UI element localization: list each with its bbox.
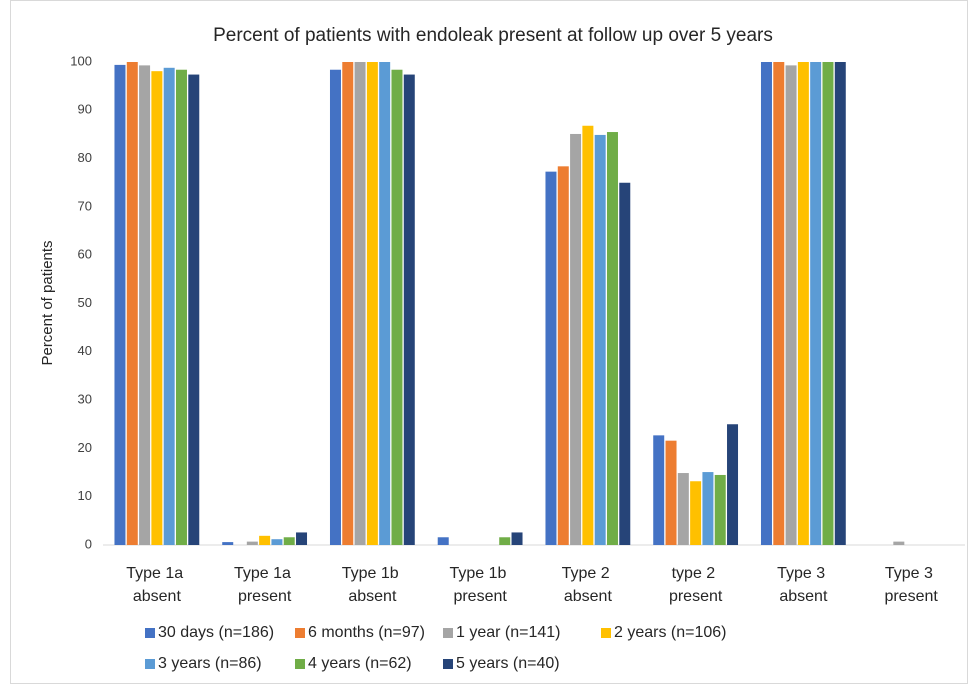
x-tick-label-line: absent [564, 588, 613, 605]
legend-swatch [295, 659, 305, 669]
x-tick-label-line: Type 3 [777, 565, 829, 582]
bar [653, 435, 665, 545]
bar [114, 64, 126, 545]
y-tick-label: 0 [85, 536, 92, 551]
x-tick-label-line: Type 2 [562, 565, 614, 582]
chart-title: Percent of patients with endoleak presen… [213, 25, 773, 46]
bar [619, 182, 631, 545]
bar [271, 539, 283, 545]
y-tick-label: 10 [78, 488, 92, 503]
bar [259, 535, 271, 545]
bar [773, 62, 785, 545]
legend-label: 2 years (n=106) [614, 624, 727, 641]
bar [557, 166, 569, 545]
legend-label: 5 years (n=40) [456, 655, 560, 672]
bar [785, 65, 797, 546]
bar [175, 69, 187, 545]
y-tick-label: 90 [78, 102, 92, 117]
bar [296, 532, 308, 545]
y-axis-label: Percent of patients [39, 240, 56, 365]
legend-swatch [443, 628, 453, 638]
bar [437, 537, 449, 545]
x-tick-label-line: Type 1a [126, 565, 187, 582]
bar [834, 62, 846, 545]
x-tick-label-line: absent [779, 588, 828, 605]
bar [822, 62, 834, 545]
x-tick-label-line: type 2 [672, 565, 720, 582]
bar [893, 541, 905, 545]
bar [391, 69, 403, 545]
y-tick-label: 60 [78, 247, 92, 262]
bar [582, 125, 594, 546]
bar [727, 424, 739, 545]
legend-label: 3 years (n=86) [158, 655, 262, 672]
bar [163, 67, 175, 546]
bar [379, 62, 391, 545]
bar [797, 62, 809, 545]
y-tick-label: 80 [78, 150, 92, 165]
x-tick-label: Type 1b absent [342, 565, 403, 605]
bar [499, 537, 511, 545]
legend-swatch [601, 628, 611, 638]
y-tick-label: 70 [78, 198, 92, 213]
bar [246, 541, 258, 545]
bar [139, 65, 151, 546]
bar [126, 62, 138, 545]
bar [222, 542, 234, 545]
y-tick-label: 50 [78, 295, 92, 310]
x-tick-label-line: absent [133, 588, 182, 605]
x-tick-label-line: present [884, 588, 938, 605]
x-tick-label: type 2 present [669, 565, 723, 605]
x-tick-label-line: present [669, 588, 723, 605]
bar [810, 62, 822, 545]
x-tick-label-line: absent [348, 588, 397, 605]
bar [342, 62, 354, 545]
x-tick-label-line: Type 3 [885, 565, 937, 582]
x-tick-label-line: present [453, 588, 507, 605]
legend-label: 6 months (n=97) [308, 624, 425, 641]
bar [151, 71, 163, 545]
legend-label: 30 days (n=186) [158, 624, 274, 641]
bar [329, 69, 341, 545]
legend-label: 4 years (n=62) [308, 655, 412, 672]
y-tick-label: 40 [78, 343, 92, 358]
bar [403, 74, 415, 546]
bar [570, 133, 582, 546]
x-tick-label: Type 3 present [884, 565, 938, 605]
x-tick-label-line: Type 1b [449, 565, 510, 582]
legend-swatch [295, 628, 305, 638]
x-tick-label-line: Type 1a [234, 565, 295, 582]
x-tick-label: Type 2 absent [562, 565, 614, 605]
legend-swatch [443, 659, 453, 669]
x-tick-label: Type 3 absent [777, 565, 829, 605]
bar [606, 132, 618, 545]
bar [511, 532, 523, 545]
bar [665, 440, 677, 545]
legend-swatch [145, 628, 155, 638]
y-tick-label: 100 [70, 53, 92, 68]
legend-label: 1 year (n=141) [456, 624, 561, 641]
x-tick-label-line: present [238, 588, 292, 605]
bar [283, 537, 295, 545]
x-tick-label: Type 1a present [234, 565, 295, 605]
bar [366, 62, 378, 545]
bar [714, 474, 726, 545]
bar [702, 472, 714, 545]
bar [354, 62, 366, 545]
x-tick-label-line: Type 1b [342, 565, 403, 582]
bar [594, 134, 606, 546]
x-tick-label: Type 1a absent [126, 565, 187, 605]
bar [760, 62, 772, 545]
y-tick-label: 30 [78, 392, 92, 407]
bar [677, 473, 689, 545]
y-tick-label: 20 [78, 440, 92, 455]
bar [188, 74, 200, 546]
legend-swatch [145, 659, 155, 669]
bar [690, 481, 702, 545]
bar [545, 171, 557, 546]
x-tick-label: Type 1b present [449, 565, 510, 605]
